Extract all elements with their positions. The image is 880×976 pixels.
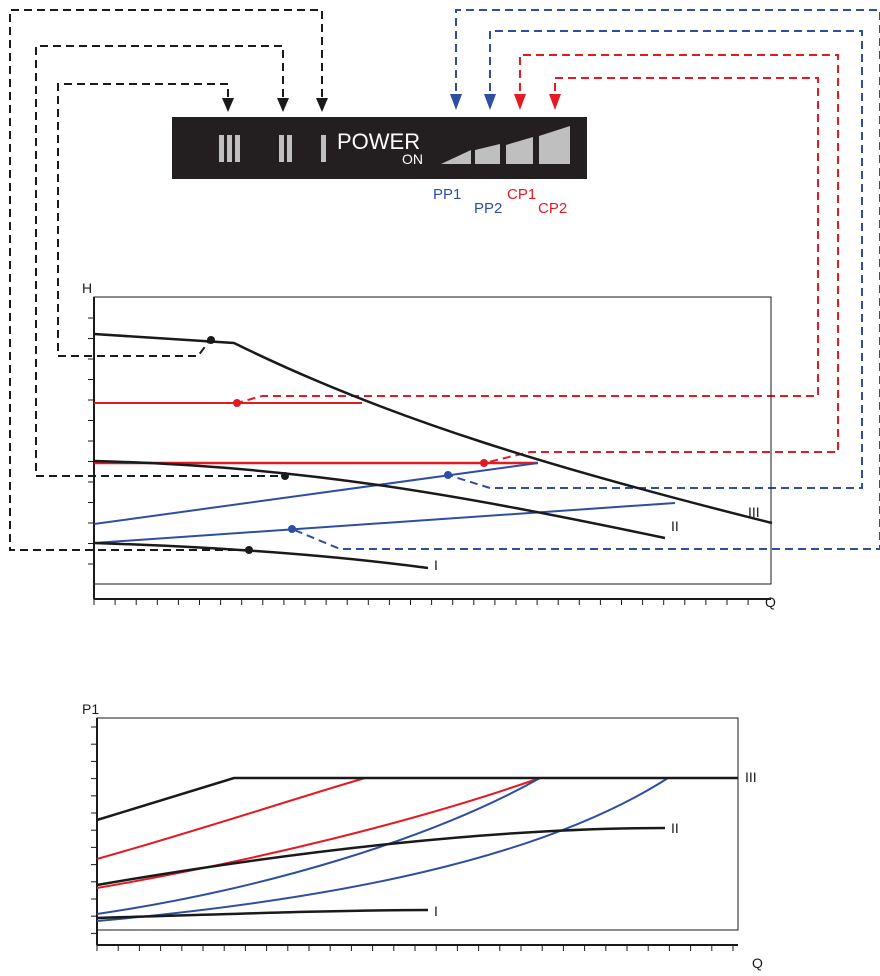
speed-3-marker bbox=[207, 336, 215, 344]
power-speed-2-curve bbox=[96, 826, 666, 887]
power-speed-3-label: III bbox=[745, 769, 757, 785]
pp1-label: PP1 bbox=[433, 186, 461, 203]
speed-1-marker bbox=[245, 546, 253, 554]
power-cp1-curve bbox=[96, 777, 541, 889]
pp2-curve bbox=[93, 462, 539, 525]
head-axis-ticks bbox=[88, 317, 749, 605]
speed-2-indicator bbox=[279, 135, 292, 162]
power-speed-1-label: I bbox=[434, 903, 438, 919]
speed-3-curve bbox=[93, 332, 773, 525]
power-y-axis-label: P1 bbox=[82, 701, 99, 717]
power-label: POWER bbox=[337, 129, 420, 154]
connector-arrowheads bbox=[222, 94, 561, 112]
head-speed-2-label: II bbox=[671, 518, 679, 534]
connector-cp2 bbox=[236, 77, 819, 404]
power-pp1-curve bbox=[96, 777, 669, 922]
head-y-axis-label: H bbox=[82, 280, 92, 296]
cp1-label: CP1 bbox=[507, 186, 536, 203]
power-speed-2-label: II bbox=[671, 820, 679, 836]
mode-pp1-indicator bbox=[441, 150, 471, 164]
head-speed-3-label: III bbox=[748, 504, 760, 520]
cp1-marker bbox=[480, 459, 488, 467]
cp2-marker bbox=[233, 399, 241, 407]
mode-cp2-indicator bbox=[539, 126, 570, 164]
speed-2-curve bbox=[93, 459, 666, 540]
arrow-pp2 bbox=[484, 94, 496, 110]
connector-lines bbox=[9, 9, 880, 551]
head-chart: H Q III II I bbox=[82, 280, 776, 610]
pp2-marker bbox=[444, 471, 452, 479]
arrow-cp2 bbox=[549, 94, 561, 110]
power-speed-3-curve bbox=[96, 776, 738, 822]
connector-pp1 bbox=[291, 9, 880, 550]
connector-speed-2 bbox=[35, 45, 285, 477]
connector-speed-1 bbox=[9, 9, 323, 551]
power-chart: P1 Q III II I bbox=[82, 701, 763, 971]
pp2-label: PP2 bbox=[474, 200, 502, 217]
arrow-speed-2 bbox=[277, 98, 289, 112]
arrow-pp1 bbox=[450, 94, 462, 110]
power-axis-ticks bbox=[91, 726, 734, 951]
connector-cp1 bbox=[483, 54, 839, 464]
pp1-curve bbox=[93, 502, 676, 544]
control-panel: POWER ON bbox=[172, 117, 587, 179]
speed-1-indicator bbox=[321, 135, 326, 162]
arrow-cp1 bbox=[514, 94, 526, 110]
connector-pp2 bbox=[447, 30, 863, 489]
connector-speed-3 bbox=[57, 83, 229, 357]
head-speed-1-label: I bbox=[434, 557, 438, 573]
power-x-axis-label: Q bbox=[752, 955, 763, 971]
speed-2-marker bbox=[281, 472, 289, 480]
arrow-speed-3 bbox=[222, 98, 234, 112]
mode-pp2-indicator bbox=[475, 144, 500, 164]
on-label: ON bbox=[402, 151, 423, 167]
head-x-axis-label: Q bbox=[765, 594, 776, 610]
power-cp2-curve bbox=[96, 777, 366, 860]
arrow-speed-1 bbox=[316, 98, 328, 112]
power-speed-1-curve bbox=[96, 908, 429, 920]
speed-3-indicator bbox=[219, 135, 240, 162]
power-pp2-curve bbox=[96, 777, 541, 915]
mode-cp1-indicator bbox=[506, 137, 533, 164]
speed-1-curve bbox=[93, 541, 429, 570]
pp1-marker bbox=[288, 525, 296, 533]
power-chart-frame bbox=[96, 717, 739, 931]
cp2-label: CP2 bbox=[538, 200, 567, 217]
